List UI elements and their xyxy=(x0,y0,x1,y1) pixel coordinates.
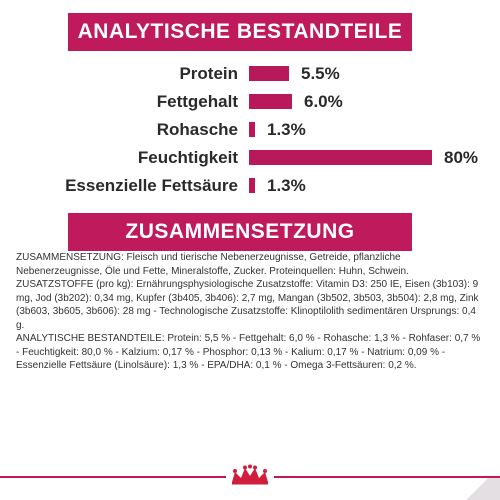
composition-title: ZUSAMMENSETZUNG xyxy=(125,220,355,243)
nutrient-row: Feuchtigkeit 80% xyxy=(0,146,500,170)
nutrient-bar xyxy=(249,66,289,81)
nutrient-bar xyxy=(249,94,292,109)
nutrient-label: Essenzielle Fettsäure xyxy=(65,176,238,195)
nutrient-row: Rohasche 1.3% xyxy=(0,118,500,142)
nutrient-value: 1.3% xyxy=(267,176,306,195)
nutrient-value: 1.3% xyxy=(267,120,306,139)
analysis-paragraph: ANALYTISCHE BESTANDTEILE: Protein: 5,5 %… xyxy=(16,333,481,371)
nutrient-label: Feuchtigkeit xyxy=(137,148,238,167)
nutrient-label: Fettgehalt xyxy=(156,92,238,111)
nutrient-label: Protein xyxy=(179,64,238,83)
composition-text: ZUSAMMENSETZUNG: Fleisch und tierische N… xyxy=(16,251,486,373)
nutrient-row: Essenzielle Fettsäure 1.3% xyxy=(0,174,500,198)
analysis-title: ANALYTISCHE BESTANDTEILE xyxy=(77,20,403,43)
royal-canin-crown-icon xyxy=(226,464,274,486)
nutrient-bar xyxy=(249,178,255,193)
composition-banner: ZUSAMMENSETZUNG xyxy=(68,213,412,251)
nutrient-row: Fettgehalt 6.0% xyxy=(0,90,500,114)
nutrient-value: 80% xyxy=(444,148,479,167)
footer-decoration xyxy=(460,478,500,500)
additives-paragraph: ZUSATZSTOFFE (pro kg): Ernährungsphysiol… xyxy=(16,279,479,331)
nutrient-value: 5.5% xyxy=(301,64,340,83)
analysis-banner: ANALYTISCHE BESTANDTEILE xyxy=(68,13,412,51)
nutrient-bar xyxy=(249,122,255,137)
footer xyxy=(0,464,500,500)
nutrient-label: Rohasche xyxy=(156,120,238,139)
composition-paragraph: ZUSAMMENSETZUNG: Fleisch und tierische N… xyxy=(16,252,409,277)
nutrient-row: Protein 5.5% xyxy=(0,62,500,86)
nutrient-bar xyxy=(249,150,432,165)
nutrient-value: 6.0% xyxy=(304,92,343,111)
